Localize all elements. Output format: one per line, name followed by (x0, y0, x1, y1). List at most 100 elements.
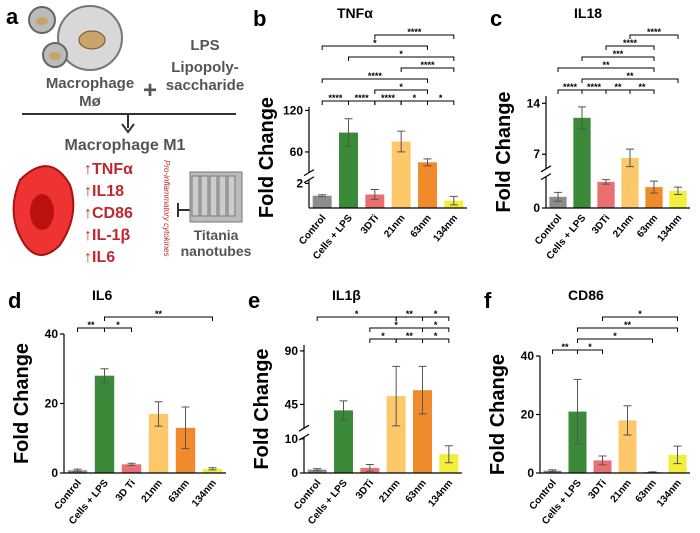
label: saccharide (166, 77, 244, 94)
significance-bracket (422, 338, 450, 343)
significance-bracket (400, 67, 455, 72)
plus: + (143, 77, 157, 104)
nucleus (30, 194, 54, 230)
cytokine: ↑IL6 (84, 249, 115, 266)
significance-label: *** (613, 49, 624, 59)
y-tick-label: 90 (285, 344, 299, 358)
error-bar (423, 158, 432, 167)
x-tick-label: 21nm (377, 478, 402, 505)
significance-label: * (116, 320, 120, 330)
bar (549, 196, 567, 208)
bar (669, 190, 687, 208)
y-tick-label: 20 (45, 397, 59, 411)
y-tick-label: 0 (533, 201, 540, 215)
significance-label: **** (563, 82, 578, 92)
error-bar (392, 365, 401, 427)
significance-bracket (422, 327, 450, 332)
label: Macrophage (46, 75, 134, 92)
significance-label: ** (155, 309, 163, 319)
x-tick-label: 3DTi (359, 213, 381, 237)
error-bar (365, 463, 374, 472)
nanotubes-icon (189, 171, 243, 223)
bar (175, 427, 196, 473)
label: Titania (194, 227, 239, 243)
significance-label: **** (623, 38, 638, 48)
error-bar (554, 191, 562, 202)
error-bar (418, 365, 427, 415)
y-tick-label: 120 (283, 103, 303, 117)
significance-label: * (399, 49, 403, 59)
x-tick-label: 63nm (167, 478, 192, 505)
x-tick-label: 134nm (431, 213, 460, 244)
error-bar (578, 106, 586, 130)
significance-label: **** (407, 27, 422, 37)
x-tick-label: 3DTi (354, 478, 376, 502)
error-bar (181, 406, 190, 450)
y-tick-label: 40 (521, 349, 535, 363)
significance-bracket (348, 56, 455, 61)
significance-label: **** (328, 93, 343, 103)
bar (339, 132, 358, 208)
x-tick-label: 63nm (404, 478, 429, 505)
significance-label: ** (561, 342, 569, 352)
significance-label: * (439, 93, 443, 103)
significance-bracket (629, 34, 679, 39)
significance-label: ** (602, 60, 610, 70)
error-bar (127, 462, 136, 466)
cytokine: ↑IL-1β (84, 227, 130, 244)
bar (202, 468, 223, 473)
bar (573, 117, 591, 208)
chart-title: IL6 (92, 287, 112, 303)
x-tick-label: 3D Ti (114, 478, 138, 504)
cytokine: ↑TNFα (84, 161, 133, 178)
error-bar (650, 180, 658, 194)
error-bar (623, 405, 632, 436)
significance-label: **** (587, 82, 602, 92)
significance-label: * (638, 309, 642, 319)
significance-bracket (557, 67, 655, 72)
error-bar (313, 468, 322, 472)
arrow-head (121, 123, 135, 134)
chart-title: IL18 (574, 5, 602, 21)
bar (597, 181, 615, 208)
significance-label: * (355, 309, 359, 319)
panel-letter: f (484, 288, 492, 313)
bar (148, 413, 169, 473)
chart-title: IL1β (332, 287, 361, 303)
significance-label: * (613, 331, 617, 341)
significance-label: ** (406, 309, 414, 319)
x-tick-label: 21nm (611, 213, 636, 240)
nucleus (78, 30, 106, 50)
error-bar (648, 471, 657, 473)
bar (307, 469, 327, 473)
y-tick-label: 20 (521, 408, 535, 422)
significance-bracket (629, 89, 655, 94)
y-axis-label: Fold Change (493, 91, 515, 212)
x-tick-label: 134nm (190, 478, 219, 509)
y-tick-label: 14 (527, 96, 541, 110)
significance-bracket (104, 316, 213, 321)
y-tick-label: 60 (290, 145, 304, 159)
y-tick-label: 45 (285, 397, 299, 411)
bar (618, 420, 637, 473)
y-tick-label: 0 (51, 466, 58, 480)
label: nanotubes (181, 243, 252, 259)
significance-label: **** (381, 93, 396, 103)
y-axis-label: Fold Change (487, 354, 509, 475)
significance-label: ** (624, 320, 632, 330)
y-tick-label: 40 (45, 327, 59, 341)
significance-label: **** (368, 71, 383, 81)
chart-title: CD86 (568, 287, 604, 303)
significance-bracket (374, 89, 428, 94)
error-bar (344, 118, 353, 147)
error-bar (674, 186, 682, 196)
y-tick-label: 7 (533, 147, 540, 161)
axis-break (298, 424, 310, 441)
y-axis-label: Fold Change (11, 343, 33, 464)
bar (121, 464, 142, 473)
significance-label: * (399, 82, 403, 92)
significance-bracket (581, 78, 679, 83)
bar (365, 194, 385, 208)
panel-letter: c (490, 6, 502, 31)
